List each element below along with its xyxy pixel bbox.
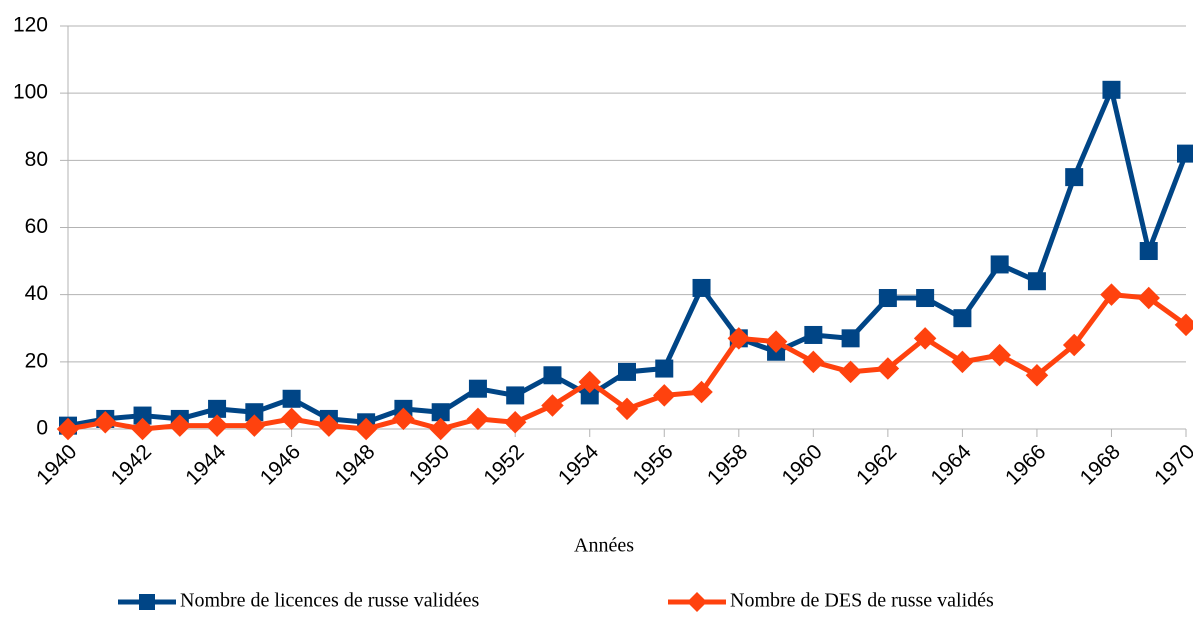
marker [953,309,972,328]
marker [1027,272,1046,291]
marker [205,414,229,437]
marker [1174,313,1193,337]
marker [506,386,525,405]
x-tick-label: 1964 [927,440,977,490]
y-tick-label: 80 [25,148,48,171]
legend-marker [139,594,155,610]
marker [282,389,301,408]
marker [692,278,711,297]
x-tick-label: 1952 [479,440,528,489]
marker [1102,80,1121,99]
x-axis-label: Années [574,535,634,557]
marker [1065,168,1084,187]
marker [615,397,639,421]
marker [317,414,341,437]
marker [280,407,303,431]
x-tick-label: 1946 [256,440,305,489]
marker [1177,144,1193,163]
marker [580,386,599,405]
y-tick-label: 60 [25,215,48,238]
x-tick-label: 1960 [777,440,826,489]
marker [1100,283,1123,306]
marker [1062,333,1086,357]
marker [392,407,415,431]
x-tick-label: 1970 [1150,440,1193,489]
marker [951,350,974,374]
marker [802,350,825,374]
x-tick-label: 1966 [1001,440,1050,489]
marker [541,394,564,417]
x-tick-label: 1940 [32,440,81,489]
marker [988,343,1011,367]
marker [94,411,117,434]
marker [245,403,264,422]
marker [1025,364,1049,387]
legend-marker [687,592,707,612]
marker [839,360,862,384]
marker [431,403,450,422]
x-tick-label: 1962 [852,440,901,489]
y-tick-label: 100 [13,81,48,104]
marker [764,330,788,353]
marker [243,414,266,437]
y-tick-label: 40 [25,282,48,305]
marker [1137,286,1160,310]
x-tick-label: 1944 [181,440,231,490]
marker [727,327,751,350]
marker [133,406,152,425]
marker [56,417,80,441]
marker [131,417,154,441]
x-tick-label: 1948 [330,440,379,489]
x-tick-label: 1958 [703,440,752,489]
y-tick-label: 20 [25,349,48,372]
marker [503,411,527,434]
marker [916,289,935,308]
marker [690,380,713,404]
marker [841,329,860,348]
marker [578,370,601,394]
marker [618,362,636,381]
x-tick-label: 1950 [405,440,454,489]
marker [354,417,378,441]
marker [876,357,900,380]
marker [1139,242,1158,261]
marker [543,366,562,385]
x-tick-label: 1942 [107,440,156,489]
marker [878,289,897,308]
marker [653,384,676,407]
marker [804,325,823,344]
marker [913,327,937,350]
marker [168,414,192,437]
marker [990,255,1009,274]
x-tick-label: 1954 [554,440,604,490]
y-tick-label: 0 [36,417,48,440]
marker [655,359,674,378]
x-tick-label: 1956 [628,440,677,489]
y-tick-label: 120 [13,14,48,37]
marker [208,399,227,418]
legend-label: Nombre de licences de russe validées [180,590,480,612]
x-tick-label: 1968 [1076,440,1125,489]
marker [429,417,452,441]
legend-label: Nombre de DES de russe validés [730,590,994,612]
marker [468,379,487,398]
marker [466,407,490,431]
